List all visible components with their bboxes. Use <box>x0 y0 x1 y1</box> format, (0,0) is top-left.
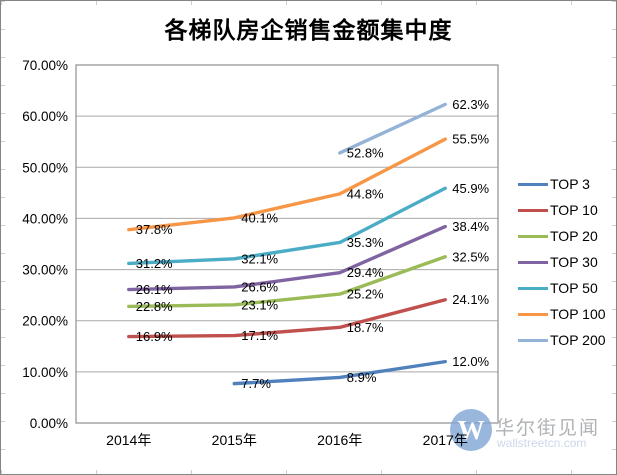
legend-item-top-50: TOP 50 <box>518 275 606 301</box>
legend: TOP 3 TOP 10 TOP 20 TOP 30 TOP 50 TOP 100 TOP … <box>518 171 606 353</box>
series-line-top-50 <box>127 186 447 266</box>
y-tick-label: 60.00% <box>22 109 68 124</box>
legend-label-top-10: TOP 10 <box>550 202 598 218</box>
data-label-top-100: 37.8% <box>136 222 173 237</box>
legend-label-top-200: TOP 200 <box>550 332 606 348</box>
data-label-top-50: 35.3% <box>347 235 384 250</box>
series-line-top-10 <box>127 298 447 339</box>
legend-swatch-top-10 <box>518 208 548 212</box>
legend-swatch-top-20 <box>518 234 548 238</box>
data-label-top-100: 40.1% <box>241 210 278 225</box>
legend-swatch-top-3 <box>518 182 548 186</box>
y-tick-label: 0.00% <box>30 416 68 431</box>
data-label-top-20: 32.5% <box>452 249 489 264</box>
data-label-top-100: 55.5% <box>452 132 489 147</box>
series-line-top-20 <box>127 255 447 309</box>
legend-label-top-3: TOP 3 <box>550 176 590 192</box>
legend-item-top-3: TOP 3 <box>518 171 606 197</box>
data-label-top-50: 32.1% <box>241 251 278 266</box>
data-label-top-30: 29.4% <box>347 265 384 280</box>
legend-item-top-10: TOP 10 <box>518 197 606 223</box>
legend-label-top-100: TOP 100 <box>550 306 606 322</box>
data-label-top-3: 8.9% <box>347 370 377 385</box>
y-tick-label: 20.00% <box>22 314 68 329</box>
data-label-top-10: 24.1% <box>452 292 489 307</box>
legend-item-top-20: TOP 20 <box>518 223 606 249</box>
y-tick-label: 70.00% <box>22 58 68 73</box>
legend-swatch-top-200 <box>518 338 548 342</box>
legend-label-top-50: TOP 50 <box>550 280 598 296</box>
data-label-top-20: 25.2% <box>347 287 384 302</box>
data-label-top-10: 17.1% <box>241 328 278 343</box>
data-label-top-10: 18.7% <box>347 320 384 335</box>
frame-edge-ticks-right <box>612 1 616 474</box>
legend-item-top-100: TOP 100 <box>518 301 606 327</box>
series-line-top-30 <box>127 224 447 292</box>
frame-edge-ticks-left <box>1 1 5 474</box>
data-label-top-200: 62.3% <box>452 97 489 112</box>
legend-label-top-30: TOP 30 <box>550 254 598 270</box>
chart-title: 各梯队房企销售金额集中度 <box>164 18 453 43</box>
frame-edge-ticks-bottom <box>1 470 616 474</box>
legend-swatch-top-100 <box>518 312 548 316</box>
data-label-top-200: 52.8% <box>347 145 384 160</box>
plot-border <box>75 64 499 424</box>
y-tick-label: 10.00% <box>22 365 68 380</box>
y-tick-label: 50.00% <box>22 160 68 175</box>
series-line-top-100 <box>127 137 447 232</box>
frame-edge-ticks-top <box>1 1 616 5</box>
data-label-top-50: 45.9% <box>452 181 489 196</box>
series-line-top-3 <box>232 359 447 386</box>
legend-label-top-20: TOP 20 <box>550 228 598 244</box>
legend-swatch-top-30 <box>518 260 548 264</box>
data-label-top-50: 31.2% <box>136 256 173 271</box>
data-label-top-20: 22.8% <box>136 299 173 314</box>
data-label-top-30: 38.4% <box>452 219 489 234</box>
data-label-top-3: 12.0% <box>452 354 489 369</box>
data-label-top-30: 26.1% <box>136 282 173 297</box>
legend-item-top-30: TOP 30 <box>518 249 606 275</box>
y-tick-label: 30.00% <box>22 263 68 278</box>
data-label-top-3: 7.7% <box>241 376 271 391</box>
data-label-top-30: 26.6% <box>241 279 278 294</box>
data-label-top-100: 44.8% <box>347 186 384 201</box>
y-tick-label: 40.00% <box>22 211 68 226</box>
legend-swatch-top-50 <box>518 286 548 290</box>
data-label-top-10: 16.9% <box>136 329 173 344</box>
data-label-top-20: 23.1% <box>241 297 278 312</box>
legend-item-top-200: TOP 200 <box>518 327 606 353</box>
series-line-top-200 <box>338 102 447 155</box>
